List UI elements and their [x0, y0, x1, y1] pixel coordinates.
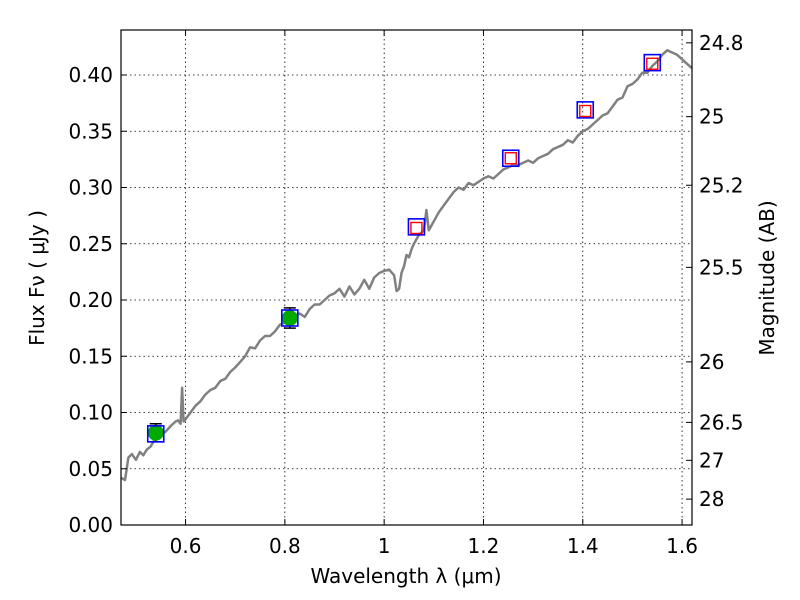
model-point-blue: [146, 425, 165, 443]
y2-tick-label: 25.5: [699, 255, 744, 279]
model-point-red: [579, 104, 592, 118]
y-tick-label: 0.25: [68, 232, 113, 256]
y-axis-label: Flux Fν ( μJy ): [25, 210, 49, 346]
model-point-blue: [407, 218, 426, 236]
y2-tick-label: 25.2: [699, 173, 744, 197]
y2-tick-label: 26: [699, 350, 724, 374]
data-markers: [146, 53, 662, 443]
x-tick-label: 0.8: [269, 534, 301, 558]
axis-ticks: [121, 30, 692, 526]
x-tick-label: 1.6: [666, 534, 698, 558]
y-tick-label: 0.15: [68, 344, 113, 368]
y2-tick-labels: 24.8 25 25.2 25.5 26 26.5 27 28: [699, 31, 744, 511]
y2-axis-label: Magnitude (AB): [755, 200, 779, 355]
y-tick-labels: 0.00 0.05 0.10 0.15 0.20 0.25 0.30 0.35 0.40: [68, 63, 113, 537]
y2-tick-label: 26.5: [699, 410, 744, 434]
y-tick-label: 0.20: [68, 288, 113, 312]
observed-point: [147, 424, 164, 441]
x-tick-labels: 0.6 0.8 1 1.2 1.4 1.6: [170, 534, 698, 558]
y-tick-label: 0.35: [68, 119, 113, 143]
model-point-red: [410, 221, 423, 235]
y-tick-label: 0.40: [68, 63, 113, 87]
spectrum-line: [120, 49, 693, 482]
y-tick-label: 0.05: [68, 457, 113, 481]
observed-point: [281, 310, 298, 326]
x-tick-label: 1.4: [567, 534, 599, 558]
y-tick-label: 0.30: [68, 176, 113, 200]
y2-tick-label: 27: [699, 448, 724, 472]
plot-frame: [120, 29, 693, 526]
x-axis-label: Wavelength λ (μm): [310, 564, 501, 588]
y-tick-label: 0.00: [68, 513, 113, 537]
y-tick-label: 0.10: [68, 401, 113, 425]
x-tick-label: 1: [378, 534, 391, 558]
model-point-blue: [643, 53, 662, 72]
y2-tick-label: 24.8: [699, 31, 744, 55]
y2-tick-label: 25: [699, 105, 724, 129]
x-tick-label: 0.6: [170, 534, 202, 558]
grid-lines: [121, 30, 692, 525]
model-spectrum: [120, 49, 693, 482]
x-tick-label: 1.2: [468, 534, 500, 558]
model-point-blue: [576, 101, 595, 119]
model-point-red: [646, 57, 659, 70]
model-point-red: [504, 152, 517, 165]
plot-background: [121, 30, 692, 525]
model-point-blue: [281, 309, 299, 327]
y2-tick-label: 28: [699, 487, 724, 511]
model-point-blue: [501, 149, 520, 168]
